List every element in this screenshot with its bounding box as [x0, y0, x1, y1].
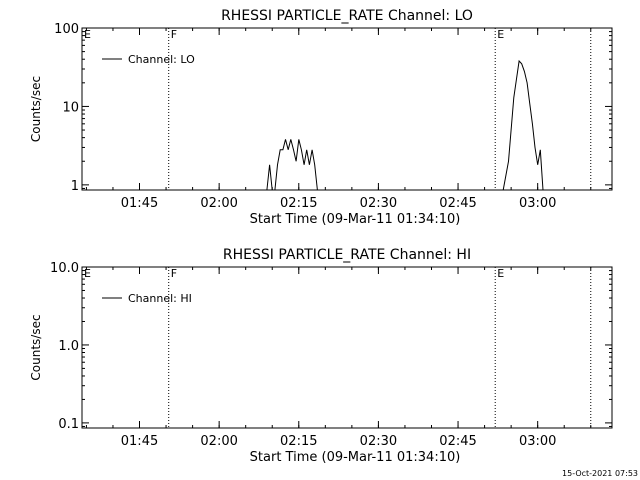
chart-1-x-tick-label: 02:45 [439, 434, 476, 449]
chart-0-x-tick-label: 02:15 [280, 196, 317, 211]
chart-1-x-tick-label: 02:00 [200, 434, 237, 449]
chart-1-plot-frame [81, 266, 613, 429]
chart-1-y-tick-label: 1.0 [58, 339, 79, 354]
chart-1-y-axis-label: Counts/sec [29, 314, 43, 380]
chart-0-x-tick-label: 01:45 [121, 196, 158, 211]
chart-1-x-tick-label: 02:15 [280, 434, 317, 449]
chart-0-x-tick-label: 02:00 [200, 196, 237, 211]
hi-channel-panel: RHESSI PARTICLE_RATE Channel: HI Start Ti… [29, 247, 613, 465]
chart-0-title: RHESSI PARTICLE_RATE Channel: LO [221, 8, 473, 24]
chart-1-title: RHESSI PARTICLE_RATE Channel: HI [223, 247, 471, 263]
chart-1-x-tick-label: 03:00 [519, 434, 556, 449]
chart-1-event-marker-label: F [171, 267, 177, 280]
chart-0-series-line [266, 139, 320, 191]
chart-0-event-marker-label: F [171, 28, 177, 41]
chart-1-x-axis-label: Start Time (09-Mar-11 01:34:10) [250, 450, 461, 465]
lo-channel-panel: RHESSI PARTICLE_RATE Channel: LO Start Ti… [29, 8, 613, 227]
chart-0-x-tick-label: 02:30 [360, 196, 397, 211]
chart-0-plot-frame [81, 27, 613, 191]
chart-0-y-tick-label: 100 [54, 22, 79, 37]
chart-0-x-tick-label: 02:45 [439, 196, 476, 211]
footer-timestamp: 15-Oct-2021 07:53 [562, 469, 638, 478]
chart-0-y-tick-label: 10 [62, 100, 79, 115]
chart-0-x-tick-label: 03:00 [519, 196, 556, 211]
chart-0-legend-label: Channel: LO [128, 53, 195, 66]
chart-1-event-marker-label: E [497, 267, 504, 280]
chart-1-y-tick-label: 0.1 [58, 417, 79, 432]
chart-0-event-marker-label: E [84, 28, 91, 41]
chart-1-event-marker-label: E [84, 267, 91, 280]
chart-1-x-tick-label: 01:45 [121, 434, 158, 449]
chart-1-y-tick-label: 10.0 [50, 261, 79, 276]
chart-0-event-marker-label: E [497, 28, 504, 41]
chart-0-y-axis-label: Counts/sec [29, 76, 43, 142]
chart-1-x-tick-label: 02:30 [360, 434, 397, 449]
chart-0-x-axis-label: Start Time (09-Mar-11 01:34:10) [250, 212, 461, 227]
chart-1-legend-label: Channel: HI [128, 292, 192, 305]
chart-0-series-line [502, 59, 544, 191]
chart-0-y-tick-label: 1 [71, 179, 79, 194]
